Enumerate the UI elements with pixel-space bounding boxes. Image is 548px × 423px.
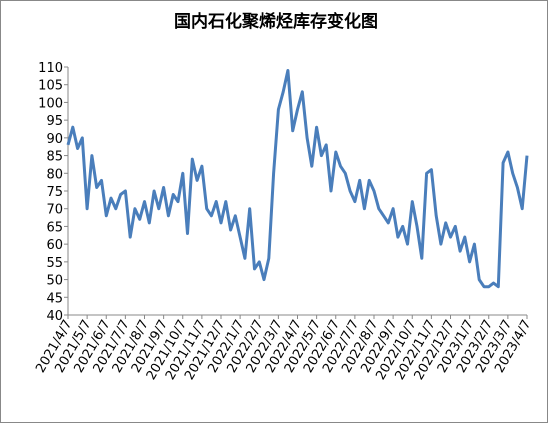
y-tick-label: 100 [38, 96, 63, 111]
y-tick-label: 75 [46, 185, 63, 200]
y-tick-label: 110 [38, 61, 63, 76]
y-tick-label: 40 [46, 309, 63, 324]
series-line [66, 69, 529, 289]
y-tick-label: 85 [46, 150, 63, 165]
y-tick-label: 60 [46, 238, 63, 253]
y-tick-label: 55 [46, 256, 63, 271]
y-tick-label: 50 [46, 274, 63, 289]
y-tick-label: 45 [46, 291, 63, 306]
y-tick-label: 105 [38, 79, 63, 94]
chart-title: 国内石化聚烯烃库存变化图 [174, 11, 378, 32]
y-tick-label: 80 [46, 167, 63, 182]
y-tick-label: 90 [46, 132, 63, 147]
y-tick-label: 70 [46, 203, 63, 218]
y-tick-label: 65 [46, 220, 63, 235]
y-tick-label: 95 [46, 114, 63, 129]
